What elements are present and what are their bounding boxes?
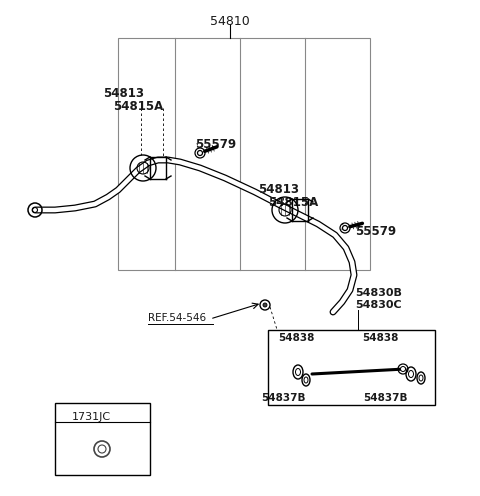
Text: 54815A: 54815A [268, 196, 318, 209]
Text: 55579: 55579 [195, 138, 236, 151]
Text: 1731JC: 1731JC [72, 412, 111, 422]
Circle shape [400, 367, 406, 372]
Text: 54813: 54813 [103, 87, 144, 100]
Circle shape [98, 445, 106, 453]
Circle shape [197, 150, 203, 156]
Text: REF.54-546: REF.54-546 [148, 313, 206, 323]
Text: 55579: 55579 [355, 225, 396, 238]
Text: 54813: 54813 [258, 183, 299, 196]
Circle shape [263, 303, 267, 307]
Bar [55, 403, 150, 475]
Circle shape [260, 300, 270, 310]
Text: 54838: 54838 [278, 333, 314, 343]
Text: 54838: 54838 [362, 333, 398, 343]
Text: 54810: 54810 [210, 15, 250, 28]
Bar [118, 38, 370, 270]
Text: 54837B: 54837B [363, 393, 407, 403]
Text: 54830C: 54830C [355, 300, 402, 310]
Text: 54830B: 54830B [355, 288, 402, 298]
Text: 54815A: 54815A [113, 100, 163, 113]
Circle shape [343, 226, 348, 231]
Bar [268, 330, 435, 405]
Text: 54837B: 54837B [261, 393, 305, 403]
